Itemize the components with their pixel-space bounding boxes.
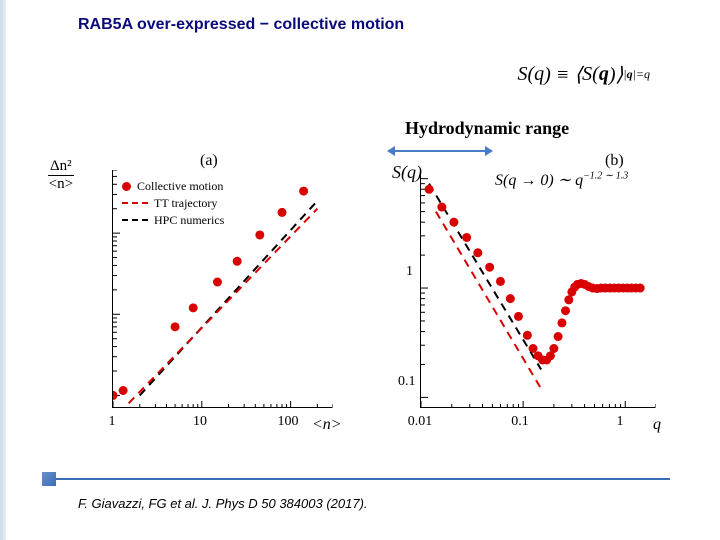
plot-a-xlabel: <n> [312, 416, 342, 434]
legend-item-collective-motion: Collective motion [122, 178, 224, 195]
plot-b-xlabel: q [653, 416, 661, 434]
plot-b-axes [420, 170, 655, 408]
panel-label-b: (b) [605, 152, 624, 170]
footer-square-icon [42, 472, 56, 486]
averaging-formula: S(q) ≡ ⟨S(q)⟩|q|=q [518, 62, 651, 87]
legend-marker-dash-black [122, 219, 148, 221]
plot-b-ytick: 1 [406, 264, 413, 280]
plot-b-ylabel: S(q) [392, 162, 422, 183]
hydrodynamic-range-arrow [395, 150, 485, 152]
plot-a-xtick: 10 [193, 414, 207, 430]
decorative-left-border [0, 0, 6, 540]
legend-item-hpc-numerics: HPC numerics [122, 212, 224, 229]
plot-a-number-fluctuations: Δn² <n> (a) Collective motion TT traject… [72, 160, 342, 438]
plot-a-xtick: 1 [109, 414, 116, 430]
panel-label-a: (a) [200, 152, 218, 170]
plot-b-xtick: 0.01 [408, 414, 433, 430]
plot-a-legend: Collective motion TT trajectory HPC nume… [122, 178, 224, 228]
legend-item-tt-trajectory: TT trajectory [122, 195, 224, 212]
plot-b-ytick: 0.1 [398, 374, 416, 390]
plot-a-xtick: 100 [278, 414, 299, 430]
plot-a-ylabel: Δn² <n> [48, 158, 74, 193]
hydrodynamic-range-label: Hydrodynamic range [405, 118, 569, 139]
legend-marker-dot [122, 182, 131, 191]
plot-b-xtick: 0.1 [511, 414, 529, 430]
footer-rule [50, 478, 670, 480]
slide-title: RAB5A over-expressed − collective motion [78, 16, 404, 34]
plot-b-svg [421, 170, 656, 408]
plot-b-xtick: 1 [617, 414, 624, 430]
legend-marker-dash-red [122, 202, 148, 204]
citation: F. Giavazzi, FG et al. J. Phys D 50 3840… [78, 496, 368, 511]
plot-b-structure-factor: S(q) (b) S(q → 0) ∼ q−1.2 ∼ 1.3 0.01 0.1… [380, 160, 665, 438]
